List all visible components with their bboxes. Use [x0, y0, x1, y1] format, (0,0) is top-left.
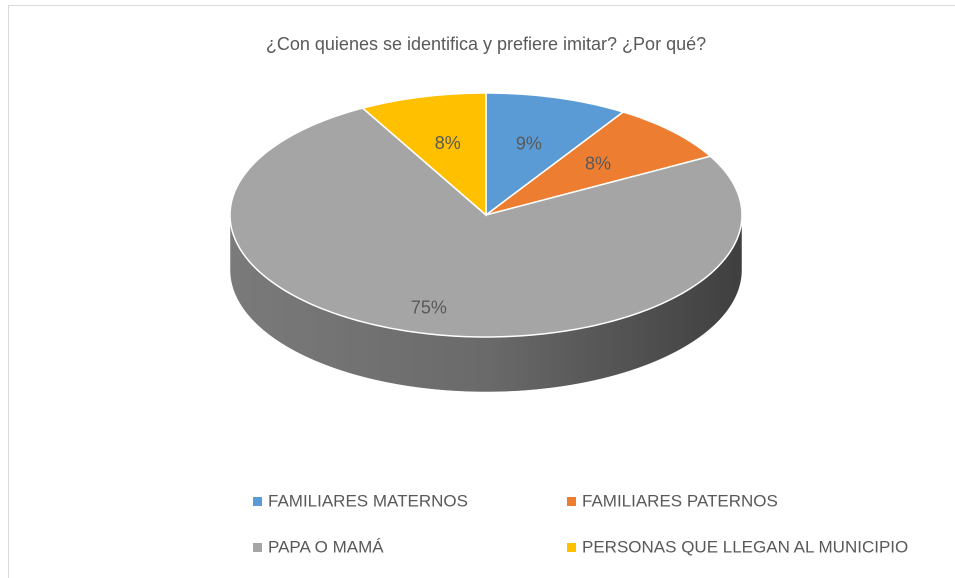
legend-label: PERSONAS QUE LLEGAN AL MUNICIPIO: [582, 537, 908, 556]
pie-slice: [229, 107, 743, 338]
data-label: 8%: [585, 154, 611, 174]
legend-marker: [253, 497, 262, 506]
legend-marker: [253, 543, 262, 552]
data-label: 9%: [516, 133, 542, 153]
pie-slice: [361, 92, 487, 217]
legend-marker: [567, 543, 576, 552]
pie-slice: [485, 92, 625, 217]
legend-label: FAMILIARES PATERNOS: [582, 491, 778, 510]
pie-slice: [485, 111, 712, 216]
chart-title: ¿Con quienes se identifica y prefiere im…: [266, 34, 706, 54]
data-label: 8%: [435, 133, 461, 153]
legend-label: FAMILIARES MATERNOS: [268, 491, 468, 510]
legend-marker: [567, 497, 576, 506]
data-label: 75%: [411, 297, 447, 317]
legend-label: PAPA O MAMÁ: [268, 537, 384, 556]
